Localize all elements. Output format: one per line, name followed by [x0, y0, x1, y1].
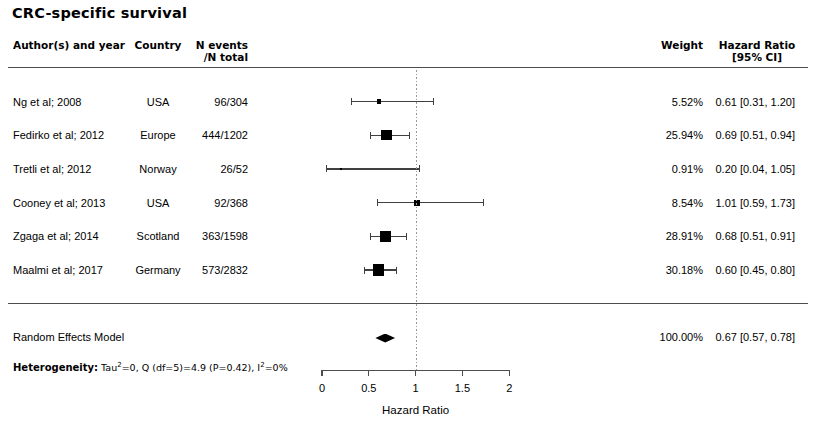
study-events: 363/1598	[158, 229, 248, 243]
point-estimate-square	[380, 231, 391, 242]
column-header-events: N events /N total	[158, 39, 248, 63]
point-estimate-square	[377, 99, 382, 104]
ci-cap-left	[370, 132, 371, 139]
x-axis-tick-label: 2	[489, 382, 529, 394]
study-hr-ci: 0.20 [0.04, 1.05]	[645, 162, 795, 176]
summary-divider-line	[8, 303, 808, 304]
study-hr-ci: 0.61 [0.31, 1.20]	[645, 95, 795, 109]
ci-cap-right	[396, 267, 397, 274]
reference-line	[416, 70, 417, 370]
x-axis-tick	[321, 370, 322, 376]
summary-hr-ci: 0.67 [0.57, 0.78]	[645, 330, 795, 344]
column-header-hr-line2: [95% CI]	[700, 51, 814, 63]
x-axis-tick-label: 0.5	[349, 382, 389, 394]
header-divider-line	[8, 67, 808, 68]
study-hr-ci: 1.01 [0.59, 1.73]	[645, 196, 795, 210]
ci-cap-right	[419, 165, 420, 172]
column-header-hazard-ratio: Hazard Ratio [95% CI]	[700, 39, 814, 63]
superscript: 2	[117, 361, 121, 369]
ci-line	[377, 202, 484, 203]
ci-cap-left	[351, 98, 352, 105]
study-hr-ci: 0.68 [0.51, 0.91]	[645, 229, 795, 243]
ci-cap-left	[364, 267, 365, 274]
study-events: 444/1202	[158, 128, 248, 142]
column-header-events-line1: N events	[158, 39, 248, 51]
study-events: 26/52	[158, 162, 248, 176]
x-axis-tick-label: 1	[396, 382, 436, 394]
heterogeneity-text: Heterogeneity: Tau2=0, Q (df=5)=4.9 (P=0…	[13, 360, 288, 375]
ci-cap-right	[406, 233, 407, 240]
ci-cap-right	[483, 199, 484, 206]
forest-plot-figure: CRC-specific survival Author(s) and year…	[0, 0, 816, 424]
summary-label: Random Effects Model	[13, 330, 158, 344]
point-estimate-square	[340, 168, 342, 170]
column-header-weight: Weight	[610, 39, 703, 51]
ci-cap-left	[370, 233, 371, 240]
study-events: 92/368	[158, 196, 248, 210]
heterogeneity-stats: Tau2=0, Q (df=5)=4.9 (P=0.42), I2=0%	[98, 362, 288, 373]
x-axis-tick	[415, 370, 416, 376]
column-header-hr-line1: Hazard Ratio	[700, 39, 814, 51]
study-events: 573/2832	[158, 263, 248, 277]
ci-cap-left	[326, 165, 327, 172]
column-header-events-line2: /N total	[158, 51, 248, 63]
x-axis-tick-label: 1.5	[442, 382, 482, 394]
study-hr-ci: 0.60 [0.45, 0.80]	[645, 263, 795, 277]
x-axis-tick	[368, 370, 369, 376]
study-hr-ci: 0.69 [0.51, 0.94]	[645, 128, 795, 142]
ci-line	[351, 101, 434, 102]
summary-diamond	[375, 334, 395, 343]
ci-cap-left	[377, 199, 378, 206]
point-estimate-square	[381, 130, 391, 140]
x-axis-tick-label: 0	[302, 382, 342, 394]
ci-cap-right	[409, 132, 410, 139]
x-axis-title: Hazard Ratio	[346, 404, 486, 417]
point-estimate-square	[373, 264, 384, 275]
x-axis-tick	[462, 370, 463, 376]
heterogeneity-label: Heterogeneity:	[13, 362, 98, 373]
column-header-author: Author(s) and year	[13, 39, 125, 51]
page-title: CRC-specific survival	[12, 5, 187, 21]
study-events: 96/304	[158, 95, 248, 109]
x-axis-tick	[509, 370, 510, 376]
ci-cap-right	[433, 98, 434, 105]
superscript: 2	[260, 361, 264, 369]
